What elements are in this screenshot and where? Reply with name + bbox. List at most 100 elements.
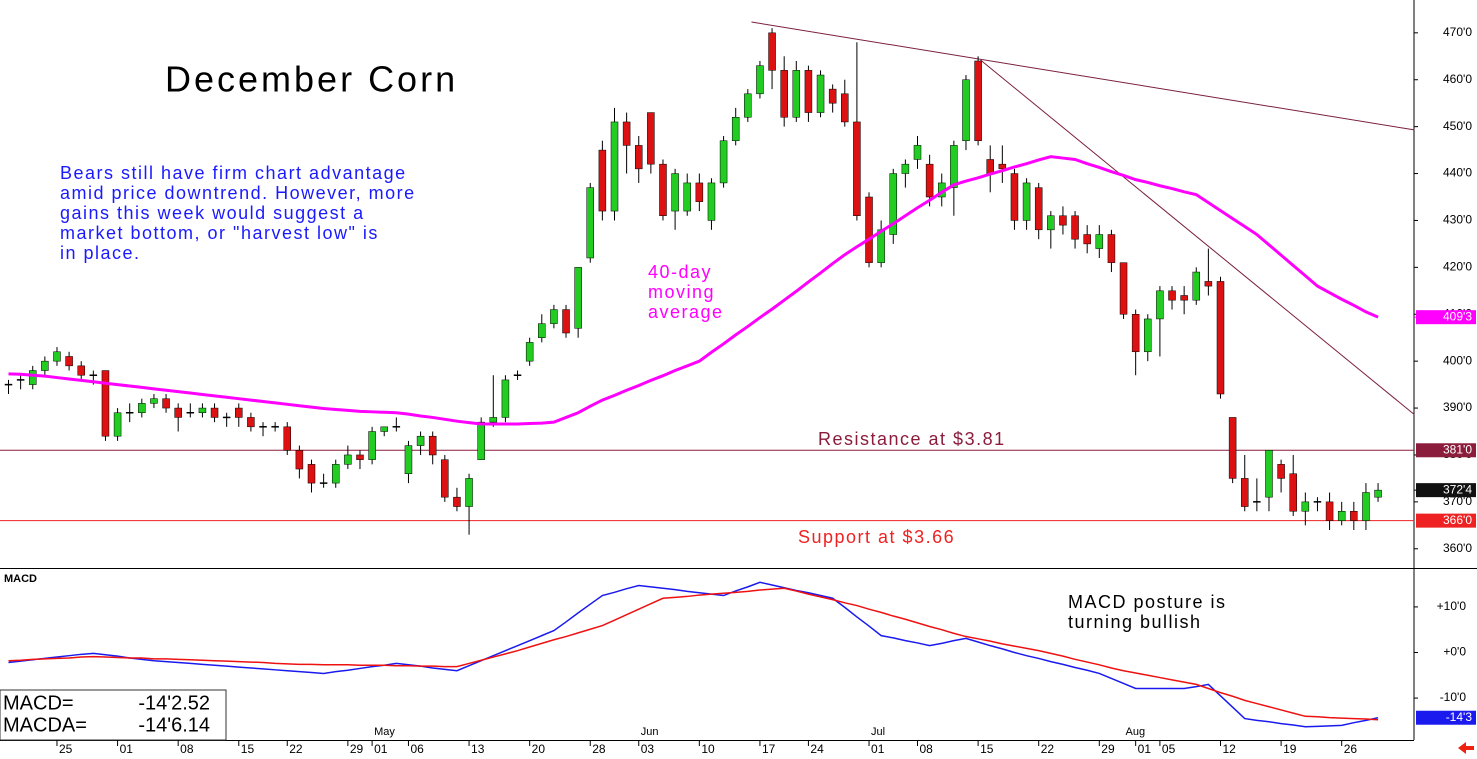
y-tick-label: +0'0: [1443, 645, 1466, 659]
candle-body: [162, 398, 170, 409]
candle-body: [1119, 262, 1128, 315]
candle-body: [598, 149, 607, 212]
y-tick-label: 470'0: [1443, 25, 1472, 39]
candle-body: [53, 351, 61, 362]
candle-body: [186, 411, 195, 414]
candle-body: [1156, 290, 1164, 320]
candle-body: [719, 140, 728, 184]
x-tick-label: 15: [241, 742, 255, 756]
candle-body: [259, 426, 267, 428]
candle-body: [1228, 417, 1237, 479]
y-tick-label: 440'0: [1443, 166, 1472, 180]
candle-body: [235, 407, 243, 418]
candle-body: [125, 411, 134, 414]
candle-body: [998, 163, 1007, 170]
candle-body: [1216, 281, 1225, 395]
candle-body: [538, 323, 546, 338]
candle-body: [77, 365, 85, 376]
ma-tag: 409'3: [1443, 309, 1472, 323]
candle-body: [1289, 473, 1297, 512]
candle-body: [319, 482, 328, 484]
x-tick-label: 29: [1101, 742, 1115, 756]
candle-body: [1192, 271, 1201, 301]
candle-body: [865, 196, 873, 263]
candle-body: [768, 32, 776, 71]
readout-value: -14'2.52: [138, 692, 210, 714]
candle-body: [1240, 478, 1249, 507]
candle-body: [453, 496, 461, 507]
candle-body: [113, 412, 122, 437]
candle-body: [841, 93, 849, 123]
x-tick-label: 01: [374, 742, 388, 756]
candle-body: [174, 407, 182, 418]
macd-tag-box: [1416, 710, 1476, 725]
annotation: moving: [648, 282, 715, 302]
candle-body: [1034, 187, 1043, 231]
candle-body: [683, 182, 691, 212]
candle-body: [525, 342, 534, 362]
x-tick-label: 22: [289, 742, 303, 756]
candle-body: [1022, 182, 1031, 221]
readout-name: MACDA=: [3, 714, 87, 736]
candle-body: [41, 360, 49, 371]
month-label: Jul: [871, 726, 885, 738]
trend-line: [751, 21, 1415, 131]
annotation: market bottom, or "harvest low" is: [60, 223, 379, 243]
moving-average: [8, 155, 1379, 426]
candle-body: [1071, 215, 1079, 240]
annotation: Resistance at $3.81: [818, 429, 1006, 449]
macd-line: [8, 581, 1379, 728]
candle-body: [1180, 295, 1188, 301]
x-tick-label: 22: [1041, 742, 1055, 756]
x-tick-label: 20: [532, 742, 546, 756]
candle-body: [925, 163, 934, 198]
candle-body: [622, 121, 631, 146]
candle-body: [271, 426, 279, 428]
macd-tag: -14'3: [1446, 710, 1473, 724]
x-tick-label: 12: [1223, 742, 1237, 756]
x-tick-label: 29: [350, 742, 364, 756]
candle-body: [16, 379, 25, 381]
candle-body: [368, 431, 376, 460]
candle-body: [513, 374, 522, 376]
x-tick-label: 25: [59, 742, 73, 756]
candle-body: [1350, 510, 1358, 521]
candle-body: [4, 383, 13, 386]
x-tick-label: 01: [871, 742, 885, 756]
nav-arrow[interactable]: [1458, 742, 1474, 754]
candle-body: [1265, 450, 1273, 498]
candle-body: [913, 145, 922, 160]
annotation: amid price downtrend. However, more: [60, 183, 416, 203]
candle-body: [1325, 501, 1334, 521]
annotation: Support at $3.66: [798, 527, 955, 547]
candle-body: [744, 93, 752, 118]
y-tick-label: 450'0: [1443, 119, 1472, 133]
y-tick-label: 460'0: [1443, 72, 1472, 86]
candle-body: [489, 417, 498, 423]
candle-body: [1131, 314, 1140, 353]
candle-body: [950, 145, 958, 188]
level-tag: 366'0: [1443, 513, 1472, 527]
x-tick-label: 08: [180, 742, 194, 756]
readout-box: [0, 689, 227, 741]
month-label: Jun: [641, 726, 659, 738]
candle-body: [901, 163, 910, 174]
candle-body: [1083, 234, 1091, 245]
candle-body: [138, 403, 146, 413]
candle-body: [295, 450, 304, 470]
candle-body: [1301, 501, 1310, 512]
annotation: in place.: [60, 243, 141, 263]
candle-body: [574, 267, 582, 329]
x-tick-label: 15: [980, 742, 994, 756]
x-tick-label: 13: [471, 742, 485, 756]
candle-body: [441, 459, 449, 498]
candle-body: [1204, 281, 1213, 287]
candle-body: [1047, 215, 1055, 231]
candle-body: [150, 398, 158, 404]
candle-body: [659, 163, 667, 217]
x-tick-label: 17: [762, 742, 776, 756]
candle-body: [28, 370, 37, 385]
y-tick-label: 400'0: [1443, 353, 1472, 367]
candle-body: [344, 454, 352, 465]
